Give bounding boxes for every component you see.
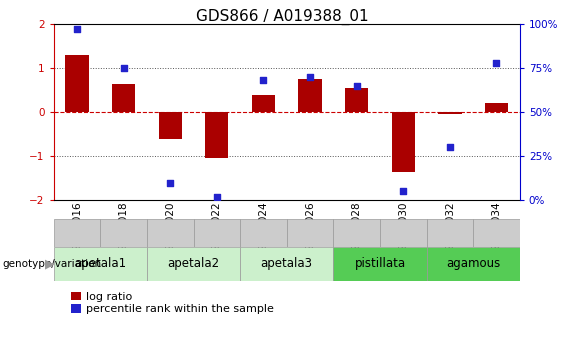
Text: agamous: agamous <box>446 257 501 270</box>
Bar <box>240 219 287 247</box>
Bar <box>485 104 508 112</box>
Bar <box>205 112 228 158</box>
Bar <box>147 247 240 281</box>
Bar <box>427 219 473 247</box>
Bar <box>112 83 135 112</box>
Text: pistillata: pistillata <box>354 257 406 270</box>
Bar <box>298 79 321 112</box>
Point <box>259 78 268 83</box>
Bar <box>333 247 427 281</box>
Bar <box>252 95 275 112</box>
Point <box>119 66 128 71</box>
Bar <box>147 219 194 247</box>
Bar <box>287 219 333 247</box>
Text: GDS866 / A019388_01: GDS866 / A019388_01 <box>196 9 369 25</box>
Bar <box>194 219 240 247</box>
Bar <box>392 112 415 171</box>
Point <box>166 180 175 185</box>
Point <box>352 83 361 89</box>
Point <box>399 188 408 194</box>
Text: ▶: ▶ <box>45 257 55 270</box>
Bar <box>427 247 520 281</box>
Point <box>445 145 454 150</box>
Bar <box>473 219 520 247</box>
Bar <box>66 55 89 112</box>
Bar <box>159 112 182 138</box>
Text: genotype/variation: genotype/variation <box>3 259 102 269</box>
Bar <box>54 219 101 247</box>
Bar <box>333 219 380 247</box>
Point <box>212 194 221 199</box>
Bar <box>438 112 462 114</box>
Point <box>492 60 501 66</box>
Bar <box>345 88 368 112</box>
Bar <box>380 219 427 247</box>
Text: apetala3: apetala3 <box>260 257 313 270</box>
Text: apetala2: apetala2 <box>167 257 220 270</box>
Point <box>306 74 315 80</box>
Text: apetala1: apetala1 <box>74 257 127 270</box>
Legend: log ratio, percentile rank within the sample: log ratio, percentile rank within the sa… <box>71 292 274 314</box>
Point <box>72 27 81 32</box>
Bar <box>54 247 147 281</box>
Bar <box>240 247 333 281</box>
Bar <box>101 219 147 247</box>
